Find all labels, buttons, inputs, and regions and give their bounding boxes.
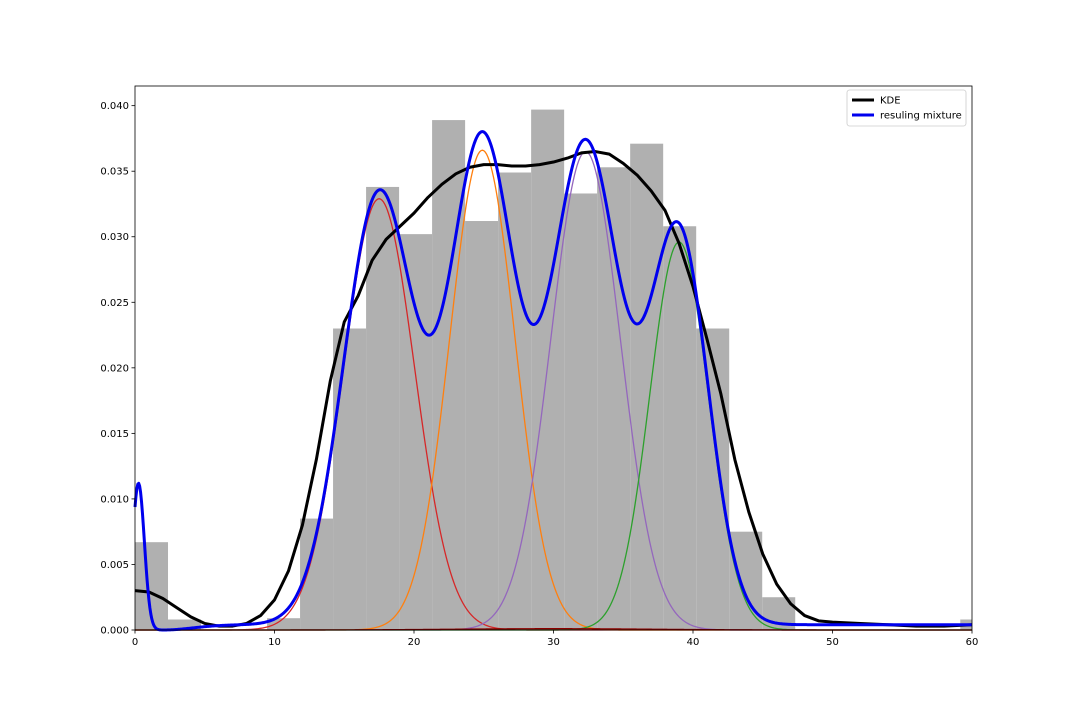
histogram-bar bbox=[630, 143, 664, 630]
y-tick-label: 0.035 bbox=[100, 167, 129, 178]
y-tick-label: 0.040 bbox=[100, 101, 129, 112]
y-tick-label: 0.020 bbox=[100, 363, 129, 374]
y-tick-label: 0.005 bbox=[100, 560, 129, 571]
histogram-bar bbox=[663, 226, 697, 630]
histogram-bar bbox=[432, 120, 466, 631]
x-tick-label: 0 bbox=[132, 637, 138, 648]
histogram-bar bbox=[498, 172, 532, 630]
legend-box bbox=[846, 89, 967, 127]
x-tick-label: 40 bbox=[687, 637, 700, 648]
histogram-bar bbox=[564, 193, 598, 631]
mixture-line bbox=[133, 130, 973, 632]
histogram-bars bbox=[135, 109, 972, 631]
kde-line bbox=[134, 150, 973, 628]
y-tick-label: 0.010 bbox=[100, 494, 129, 505]
x-tick-label: 30 bbox=[547, 637, 560, 648]
y-tick-label: 0.030 bbox=[100, 232, 129, 243]
legend-label: resuling mixture bbox=[880, 111, 962, 122]
legend: KDE resuling mixture bbox=[846, 89, 967, 127]
y-tick-label: 0.015 bbox=[100, 429, 129, 440]
y-tick-label: 0.025 bbox=[100, 298, 129, 309]
legend-label: KDE bbox=[880, 96, 901, 107]
histogram-bar bbox=[267, 618, 301, 630]
x-tick-label: 10 bbox=[268, 637, 281, 648]
x-axis-ticks: 0 10 20 30 40 50 60 bbox=[132, 630, 979, 648]
x-tick-label: 20 bbox=[408, 637, 421, 648]
x-tick-label: 50 bbox=[826, 637, 839, 648]
histogram-bar bbox=[168, 619, 202, 630]
x-tick-label: 60 bbox=[966, 637, 979, 648]
histogram-bar bbox=[366, 186, 400, 630]
main-curves bbox=[133, 130, 973, 632]
histogram-bar bbox=[465, 221, 499, 631]
histogram-bar bbox=[696, 328, 730, 630]
y-axis-ticks: 0.000 0.005 0.010 0.015 0.020 0.025 0.030 0.035… bbox=[100, 101, 135, 637]
y-tick-label: 0.000 bbox=[100, 626, 129, 637]
histogram-bar bbox=[333, 328, 367, 630]
